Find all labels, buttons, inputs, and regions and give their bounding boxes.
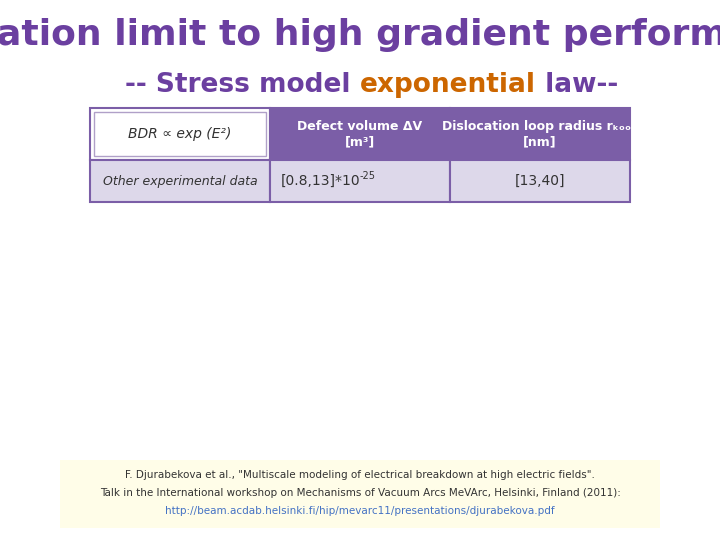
Text: exponential: exponential — [360, 72, 536, 98]
Text: -- Stress model: -- Stress model — [125, 72, 360, 98]
Text: http://beam.acdab.helsinki.fi/hip/mevarc11/presentations/djurabekova.pdf: http://beam.acdab.helsinki.fi/hip/mevarc… — [165, 506, 555, 516]
Text: law--: law-- — [536, 72, 618, 98]
Bar — [450, 108, 630, 160]
Bar — [60, 460, 660, 528]
Text: Defect volume ΔV
[m³]: Defect volume ΔV [m³] — [297, 120, 423, 148]
Bar — [450, 160, 630, 202]
Text: [0.8,13]*10: [0.8,13]*10 — [280, 174, 360, 188]
Text: Dislocation loop radius rₖₒₒₚ
[nm]: Dislocation loop radius rₖₒₒₚ [nm] — [442, 120, 638, 148]
Text: Other experimental data: Other experimental data — [103, 174, 257, 187]
Bar — [270, 160, 450, 202]
Text: BDR ∝ exp (E²): BDR ∝ exp (E²) — [128, 127, 232, 141]
Text: -25: -25 — [360, 171, 376, 181]
Text: F. Djurabekova et al., "Multiscale modeling of electrical breakdown at high elec: F. Djurabekova et al., "Multiscale model… — [125, 470, 595, 480]
Text: Operation limit to high gradient performance: Operation limit to high gradient perform… — [0, 18, 720, 52]
Bar — [270, 108, 450, 160]
Text: [13,40]: [13,40] — [515, 174, 565, 188]
Bar — [90, 108, 270, 160]
Bar — [94, 112, 266, 156]
Bar — [90, 160, 270, 202]
Text: Talk in the International workshop on Mechanisms of Vacuum Arcs MeVArc, Helsinki: Talk in the International workshop on Me… — [99, 488, 621, 498]
